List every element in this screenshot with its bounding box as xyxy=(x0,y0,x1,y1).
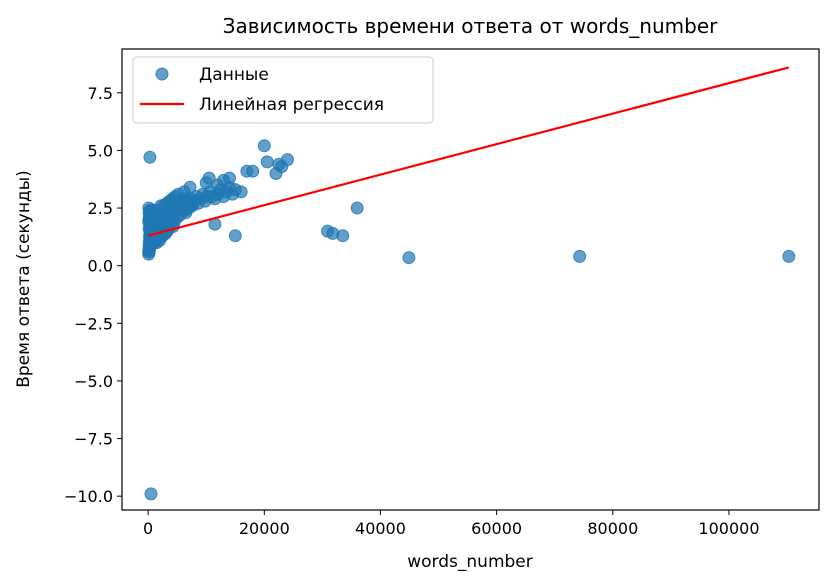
y-axis-label: Время ответа (секунды) xyxy=(14,170,34,388)
data-point xyxy=(202,171,216,185)
x-tick-label: 100000 xyxy=(698,519,759,538)
plot-area xyxy=(142,66,796,501)
legend-scatter-label: Данные xyxy=(199,65,269,85)
data-point xyxy=(228,229,242,243)
x-axis-ticks: 0 20000 40000 60000 80000 100000 xyxy=(143,510,760,538)
data-point xyxy=(144,487,158,501)
data-point xyxy=(183,180,197,194)
data-point xyxy=(782,249,796,263)
legend-scatter-marker xyxy=(155,67,169,81)
y-tick-label: 0.0 xyxy=(88,257,113,276)
y-tick-label: −2.5 xyxy=(74,314,113,333)
data-point xyxy=(143,203,157,217)
x-tick-label: 80000 xyxy=(587,519,638,538)
data-point xyxy=(234,185,248,199)
chart-title: Зависимость времени ответа от words_numb… xyxy=(223,14,718,38)
data-point xyxy=(350,201,364,215)
data-point xyxy=(402,251,416,265)
y-tick-label: 7.5 xyxy=(88,84,113,103)
data-point xyxy=(336,229,350,243)
legend-box xyxy=(132,56,434,124)
legend-line-label: Линейная регрессия xyxy=(199,95,384,115)
regression-line-layer xyxy=(147,66,790,237)
axes-frame xyxy=(121,48,820,511)
y-tick-label: −7.5 xyxy=(74,430,113,449)
data-point xyxy=(143,150,157,164)
y-tick-label: −5.0 xyxy=(74,372,113,391)
x-axis-label: words_number xyxy=(407,552,533,572)
y-axis-ticks: −10.0 −7.5 −5.0 −2.5 0.0 2.5 5.0 7.5 xyxy=(64,84,122,506)
x-tick-label: 20000 xyxy=(239,519,290,538)
data-point xyxy=(246,164,260,178)
legend: Данные Линейная регрессия xyxy=(132,56,434,124)
data-point xyxy=(573,249,587,263)
data-point xyxy=(272,157,286,171)
y-tick-label: −10.0 xyxy=(64,487,113,506)
data-point xyxy=(223,171,236,185)
x-tick-label: 40000 xyxy=(355,519,406,538)
data-point xyxy=(257,139,271,153)
data-point xyxy=(143,217,157,231)
regression-line xyxy=(147,66,790,237)
points-layer xyxy=(142,139,796,501)
y-tick-label: 5.0 xyxy=(88,141,113,160)
x-tick-label: 0 xyxy=(143,519,153,538)
data-point xyxy=(260,155,274,169)
y-tick-label: 2.5 xyxy=(88,199,113,218)
data-point xyxy=(180,201,194,215)
x-tick-label: 60000 xyxy=(471,519,522,538)
